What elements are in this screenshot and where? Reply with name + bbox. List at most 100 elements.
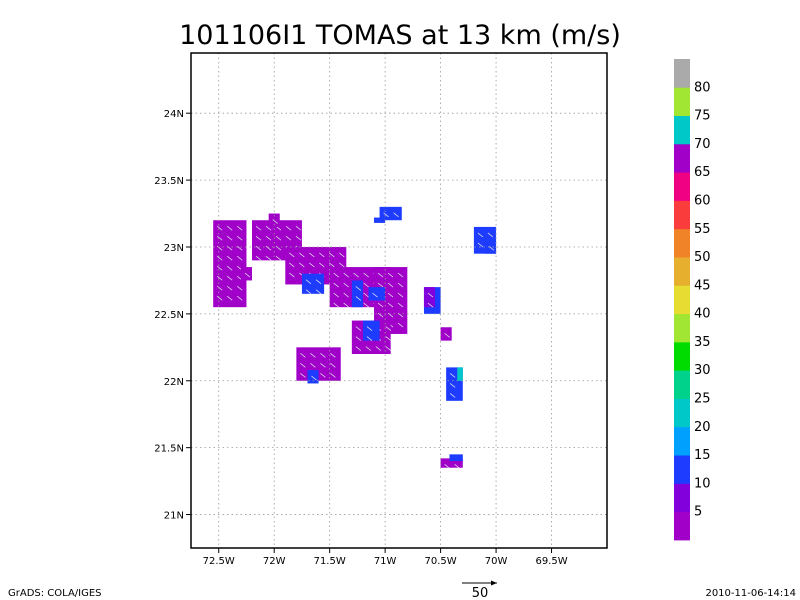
colorbar-swatch [674, 200, 690, 230]
colorbar-swatch [674, 341, 690, 371]
wind-vector [377, 282, 384, 288]
wind-vector [329, 252, 335, 258]
wind-vector [339, 252, 345, 258]
wind-vector [397, 272, 404, 278]
wind-vector [236, 255, 243, 261]
wind-vector [295, 235, 302, 241]
wind-vector [330, 373, 336, 378]
wind-vector [226, 265, 233, 271]
wind-vector [216, 255, 223, 261]
wind-vector [265, 245, 272, 251]
wind-vector [265, 255, 272, 261]
wind-vector [449, 373, 456, 378]
colorbar-label: 20 [694, 420, 711, 435]
colorbar-swatch [674, 228, 690, 258]
wind-vector [355, 296, 362, 301]
wind-cell [484, 240, 497, 254]
wind-vector [226, 235, 233, 241]
wind-vector [216, 275, 223, 281]
wind-vector [488, 245, 495, 251]
wind-vector [383, 212, 389, 218]
wind-vector [477, 242, 484, 248]
wind-vector [477, 232, 484, 238]
x-tick-label: 72W [263, 556, 286, 567]
colorbar-swatch [674, 172, 690, 201]
wind-vector [355, 286, 362, 291]
footer-timestamp: 2010-11-06-14:14 [705, 588, 796, 599]
wind-cell [362, 320, 380, 341]
wind-vector [454, 464, 460, 469]
wind-vector [387, 282, 394, 288]
wind-cell [379, 206, 402, 221]
wind-vector [299, 252, 305, 258]
wind-vector [310, 353, 316, 358]
wind-vector [255, 225, 262, 231]
wind-vector [449, 393, 456, 398]
wind-vector [343, 272, 349, 278]
wind-vector [309, 262, 315, 268]
wind-vector [285, 225, 292, 231]
colorbar-swatch [674, 87, 690, 116]
wind-vector [385, 336, 392, 341]
colorbar-label: 65 [694, 165, 711, 180]
wind-vector [300, 363, 306, 368]
grid-lines [191, 53, 607, 548]
x-tick-label: 72.5W [203, 556, 235, 567]
wind-vector [226, 285, 233, 291]
colorbar-swatch [674, 426, 690, 456]
wind-vector [226, 295, 233, 301]
wind-vector [377, 312, 384, 318]
wind-vector [387, 292, 394, 298]
wind-cell [368, 287, 386, 301]
colorbar-label: 70 [694, 137, 711, 152]
wind-vector [216, 295, 223, 301]
x-tick-label: 71.5W [314, 556, 346, 567]
colorbar-swatch [674, 313, 690, 343]
wind-vector [272, 219, 278, 224]
wind-vector [300, 373, 306, 378]
wind-vector [265, 235, 272, 241]
wind-vector [353, 272, 359, 278]
wind-vector [333, 272, 339, 278]
colorbar-label: 80 [694, 80, 711, 95]
wind-vector [355, 336, 362, 341]
colorbar-swatch [674, 511, 690, 541]
wind-vector [310, 363, 316, 368]
wind-vector [300, 353, 306, 358]
wind-vector [265, 225, 272, 231]
wind-vector [305, 279, 312, 285]
colorbar-swatch [674, 483, 690, 513]
colorbar-label: 10 [694, 476, 711, 491]
plot-frame [190, 52, 608, 549]
y-tick-label: 23N [164, 243, 184, 254]
wind-vector [449, 383, 456, 388]
colorbar-swatch [674, 370, 690, 399]
wind-vector [320, 373, 326, 378]
wind-vector [333, 292, 339, 298]
x-axis-ticks: 72.5W 72W 71.5W 71W 70.5W 70W 69.5W [203, 548, 568, 567]
wind-vector [319, 262, 325, 268]
wind-vector [343, 302, 349, 308]
wind-vector [363, 282, 369, 288]
wind-vector [377, 272, 384, 278]
wind-vector [397, 292, 404, 298]
wind-vector [315, 279, 322, 285]
colorbar-label: 30 [694, 363, 711, 378]
wind-vector [289, 252, 295, 258]
wind-vector [330, 353, 336, 358]
colorbar-swatch [674, 398, 690, 428]
colorbar-swatch [674, 143, 690, 173]
colorbar-label: 40 [694, 307, 711, 322]
footer-left-label: GrADS: COLA/IGES [8, 588, 102, 599]
wind-vector [255, 235, 262, 241]
wind-vector [216, 285, 223, 291]
wind-vector [226, 255, 233, 261]
wind-vector [397, 302, 404, 308]
wind-vector [236, 225, 243, 231]
colorbar-swatch [674, 455, 690, 484]
y-tick-label: 22N [164, 377, 184, 388]
wind-vector [275, 235, 282, 241]
wind-speed-cells [213, 206, 497, 469]
wind-vector [319, 252, 325, 258]
wind-vector [255, 245, 262, 251]
